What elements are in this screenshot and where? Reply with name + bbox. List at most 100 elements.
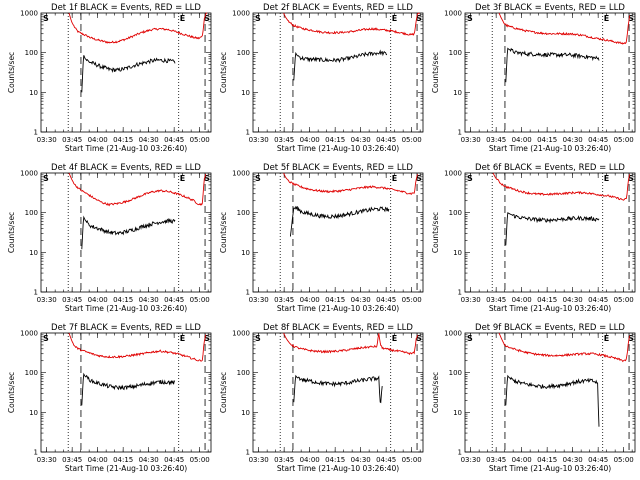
y-tick-label: 1000 bbox=[444, 10, 462, 18]
x-tick-label: 04:30 bbox=[563, 296, 583, 304]
x-tick-label: 04:00 bbox=[512, 296, 532, 304]
panel-7: Det 7f BLACK = Events, RED = LLD 1 10 100 10… bbox=[7, 323, 212, 473]
panel-3: Det 3f BLACK = Events, RED = LLD 1 10 100 10… bbox=[431, 3, 636, 153]
x-tick-label: 05:00 bbox=[190, 296, 210, 304]
x-tick-label: 04:15 bbox=[325, 456, 345, 464]
x-tick-label: 04:45 bbox=[164, 456, 184, 464]
x-tick-label: 03:30 bbox=[461, 296, 481, 304]
x-tick-label: 03:45 bbox=[62, 456, 82, 464]
x-tick-label: 03:45 bbox=[62, 296, 82, 304]
y-tick-label: 10 bbox=[453, 409, 462, 417]
y-tick-label: 1000 bbox=[232, 10, 250, 18]
y-tick-label: 10 bbox=[29, 249, 38, 257]
y-tick-label: 10 bbox=[29, 409, 38, 417]
x-axis-label: Start Time (21-Aug-10 03:26:40) bbox=[489, 304, 611, 313]
lld-series-line bbox=[498, 332, 631, 363]
x-tick-label: 03:45 bbox=[486, 136, 506, 144]
plot-frame bbox=[40, 172, 212, 293]
x-tick-label: 04:15 bbox=[325, 296, 345, 304]
y-axis-label: Counts/sec bbox=[7, 212, 16, 253]
start-marker: S bbox=[255, 334, 261, 343]
end-marker: E bbox=[180, 174, 185, 183]
y-tick-label: 1 bbox=[34, 129, 38, 137]
x-tick-label: 04:45 bbox=[588, 296, 608, 304]
x-tick-label: 04:30 bbox=[351, 456, 371, 464]
plot-frame bbox=[252, 12, 424, 133]
x-tick-label: 04:00 bbox=[300, 136, 320, 144]
x-tick-label: 04:15 bbox=[537, 456, 557, 464]
events-series-line bbox=[293, 49, 388, 81]
x-axis-label: Start Time (21-Aug-10 03:26:40) bbox=[277, 144, 399, 153]
y-axis-label: Counts/sec bbox=[431, 52, 440, 93]
x-tick-label: 04:30 bbox=[563, 456, 583, 464]
start-marker: S bbox=[416, 174, 422, 183]
y-tick-label: 100 bbox=[237, 369, 250, 377]
panel-2: Det 2f BLACK = Events, RED = LLD 1 10 100 10… bbox=[219, 3, 424, 153]
x-axis-label: Start Time (21-Aug-10 03:26:40) bbox=[65, 464, 187, 473]
events-series-line bbox=[505, 212, 600, 246]
x-tick-label: 05:00 bbox=[614, 456, 634, 464]
x-tick-label: 04:45 bbox=[588, 456, 608, 464]
start-marker: S bbox=[204, 14, 210, 23]
y-tick-label: 1 bbox=[34, 449, 38, 457]
x-tick-label: 04:15 bbox=[113, 456, 133, 464]
y-tick-label: 1 bbox=[34, 289, 38, 297]
y-tick-label: 1000 bbox=[232, 170, 250, 178]
y-axis-label: Counts/sec bbox=[219, 52, 228, 93]
y-axis-label: Counts/sec bbox=[431, 372, 440, 413]
x-axis-label: Start Time (21-Aug-10 03:26:40) bbox=[65, 304, 187, 313]
panel-title: Det 7f BLACK = Events, RED = LLD bbox=[51, 323, 201, 333]
x-tick-label: 04:45 bbox=[588, 136, 608, 144]
lld-series-line bbox=[68, 172, 207, 207]
events-series-line bbox=[505, 47, 600, 83]
panel-title: Det 9f BLACK = Events, RED = LLD bbox=[475, 323, 625, 333]
x-tick-label: 05:00 bbox=[402, 456, 422, 464]
y-tick-label: 100 bbox=[449, 49, 462, 57]
y-axis-label: Counts/sec bbox=[219, 372, 228, 413]
panel-5: Det 5f BLACK = Events, RED = LLD 1 10 100 10… bbox=[219, 163, 424, 313]
x-axis-label: Start Time (21-Aug-10 03:26:40) bbox=[277, 464, 399, 473]
plot-frame bbox=[464, 12, 636, 133]
lld-series-line bbox=[283, 12, 420, 36]
events-series-line bbox=[505, 374, 600, 427]
x-tick-label: 04:30 bbox=[139, 296, 159, 304]
lld-series-line bbox=[283, 332, 419, 356]
events-series-line bbox=[81, 215, 176, 250]
plot-frame bbox=[464, 332, 636, 453]
y-tick-label: 1 bbox=[246, 449, 250, 457]
x-tick-label: 04:30 bbox=[139, 136, 159, 144]
start-marker: S bbox=[255, 14, 261, 23]
start-marker: S bbox=[628, 14, 634, 23]
x-tick-label: 04:30 bbox=[351, 136, 371, 144]
x-tick-label: 03:45 bbox=[62, 136, 82, 144]
y-axis-label: Counts/sec bbox=[431, 212, 440, 253]
plot-frame bbox=[464, 172, 636, 293]
x-axis-label: Start Time (21-Aug-10 03:26:40) bbox=[277, 304, 399, 313]
y-tick-label: 1 bbox=[458, 449, 462, 457]
x-tick-label: 03:45 bbox=[486, 456, 506, 464]
panel-1: Det 1f BLACK = Events, RED = LLD 1 10 100 10… bbox=[7, 3, 212, 153]
x-tick-label: 03:30 bbox=[37, 296, 57, 304]
panel-title: Det 6f BLACK = Events, RED = LLD bbox=[475, 163, 625, 173]
start-marker: S bbox=[255, 174, 261, 183]
y-tick-label: 1000 bbox=[444, 170, 462, 178]
panel-title: Det 5f BLACK = Events, RED = LLD bbox=[263, 163, 413, 173]
x-tick-label: 04:15 bbox=[537, 136, 557, 144]
x-tick-label: 04:45 bbox=[376, 456, 396, 464]
x-tick-label: 04:00 bbox=[300, 456, 320, 464]
y-tick-label: 1 bbox=[458, 289, 462, 297]
end-marker: E bbox=[604, 174, 609, 183]
y-tick-label: 100 bbox=[449, 209, 462, 217]
panel-title: Det 4f BLACK = Events, RED = LLD bbox=[51, 163, 201, 173]
x-tick-label: 05:00 bbox=[190, 136, 210, 144]
x-tick-label: 04:15 bbox=[325, 136, 345, 144]
events-series-line bbox=[81, 55, 176, 93]
x-tick-label: 05:00 bbox=[190, 456, 210, 464]
x-tick-label: 03:45 bbox=[274, 136, 294, 144]
x-tick-label: 04:00 bbox=[88, 456, 108, 464]
x-tick-label: 03:30 bbox=[461, 136, 481, 144]
start-marker: S bbox=[467, 14, 473, 23]
events-series-line bbox=[293, 374, 383, 404]
x-tick-label: 03:45 bbox=[486, 296, 506, 304]
y-tick-label: 100 bbox=[237, 209, 250, 217]
